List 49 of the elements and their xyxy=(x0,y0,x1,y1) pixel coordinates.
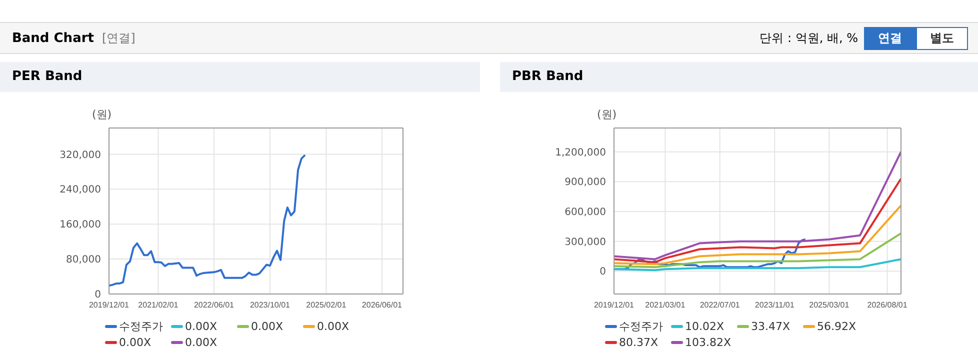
x-tick-label: 2021/02/01 xyxy=(138,300,179,310)
legend-label: 수정주가 xyxy=(119,318,163,334)
line-series xyxy=(614,258,901,272)
legend-label: 80.37X xyxy=(619,336,658,348)
x-tick-label: 2019/12/01 xyxy=(88,300,130,310)
x-tick-label: 2023/10/01 xyxy=(250,300,291,310)
text: Band Chart xyxy=(12,30,94,46)
line-series xyxy=(614,204,901,266)
line-series xyxy=(109,154,306,287)
chart-title: PER Band xyxy=(0,62,480,92)
legend-label: 10.02X xyxy=(685,320,724,332)
y-tick-label: 0 xyxy=(94,290,101,301)
y-tick-label: 80,000 xyxy=(66,254,101,266)
x-tick-label: 2022/06/01 xyxy=(194,300,235,310)
y-tick-label: 160,000 xyxy=(60,220,101,231)
legend-label: 103.82X xyxy=(685,336,732,348)
y-tick-label: 900,000 xyxy=(564,177,606,188)
legend-label: 56.92X xyxy=(817,320,856,332)
text: 별도 xyxy=(916,26,968,50)
legend-label: 0.00X xyxy=(251,320,284,332)
text: 단위 : 억원, 배, % xyxy=(760,30,858,46)
y-axis-title: (원) xyxy=(92,107,112,122)
y-tick-label: 600,000 xyxy=(564,207,606,218)
x-tick-label: 2021/03/01 xyxy=(645,300,686,310)
x-tick-label: 2025/02/01 xyxy=(306,300,347,310)
legend-label: 0.00X xyxy=(185,336,218,348)
chart-title: PBR Band xyxy=(500,62,978,92)
y-tick-label: 320,000 xyxy=(60,150,101,161)
x-tick-label: 2022/07/01 xyxy=(700,300,740,310)
text: 연결 xyxy=(864,26,916,50)
text: [연결] xyxy=(102,30,136,46)
y-tick-label: 300,000 xyxy=(564,236,606,248)
x-tick-label: 2025/03/01 xyxy=(809,300,850,310)
line-series xyxy=(614,178,901,264)
legend-label: 수정주가 xyxy=(619,318,663,334)
x-tick-label: 2026/06/01 xyxy=(362,300,403,310)
line-series xyxy=(614,232,901,268)
legend-label: 0.00X xyxy=(185,320,218,332)
y-axis-title: (원) xyxy=(597,107,617,122)
x-tick-label: 2026/08/01 xyxy=(867,300,908,310)
legend-label: 33.47X xyxy=(751,320,790,332)
x-tick-label: 2023/11/01 xyxy=(754,300,795,310)
y-tick-label: 0 xyxy=(600,266,606,278)
legend-label: 0.00X xyxy=(317,320,350,332)
legend-label: 0.00X xyxy=(119,336,152,348)
y-tick-label: 1,200,000 xyxy=(555,147,606,158)
y-tick-label: 240,000 xyxy=(60,184,101,196)
line-series xyxy=(614,150,901,260)
x-tick-label: 2019/12/01 xyxy=(594,300,635,310)
